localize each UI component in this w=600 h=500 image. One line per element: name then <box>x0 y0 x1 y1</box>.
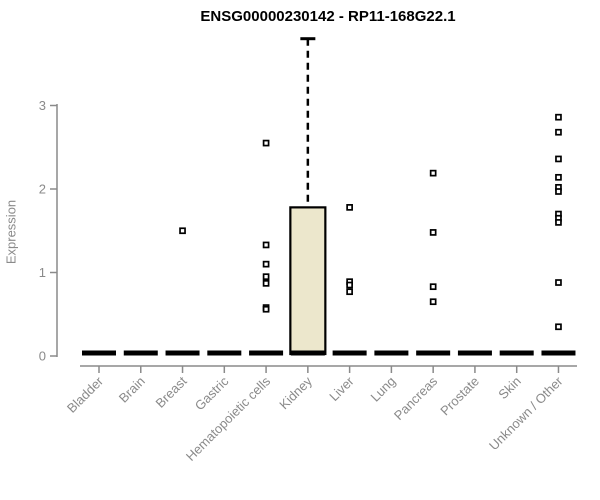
zero-bar <box>416 350 451 356</box>
chart-title: ENSG00000230142 - RP11-168G22.1 <box>200 8 456 25</box>
y-tick-label: 0 <box>39 349 46 364</box>
zero-bar <box>207 350 242 356</box>
zero-bar <box>165 350 200 356</box>
zero-bar <box>82 350 116 356</box>
outlier-point <box>555 173 562 181</box>
zero-bar <box>541 350 576 356</box>
x-category-label: Breast <box>152 373 189 410</box>
zero-bar <box>374 350 409 356</box>
outlier-point <box>429 229 437 236</box>
zero-bar <box>499 350 534 356</box>
x-category-label: Bladder <box>64 373 107 416</box>
x-category-label: Brain <box>116 374 148 406</box>
x-category-label: Pancreas <box>391 373 441 423</box>
outlier-point <box>262 305 270 313</box>
outlier-point <box>555 155 562 163</box>
y-tick-label: 3 <box>39 98 46 113</box>
x-category-label: Kidney <box>276 373 315 412</box>
box <box>289 206 327 356</box>
outlier-point <box>262 139 270 147</box>
x-category-label: Unknown / Other <box>486 373 566 453</box>
x-category-label: Prostate <box>437 374 482 419</box>
outlier-point <box>346 288 353 296</box>
outlier-point <box>555 128 562 136</box>
outlier-point <box>262 260 270 268</box>
x-category-label: Skin <box>495 374 523 402</box>
outlier-point <box>429 283 437 291</box>
y-axis-title: Expression <box>3 199 19 265</box>
outlier-point <box>429 169 437 177</box>
outlier-point <box>429 298 437 306</box>
y-tick-label: 1 <box>39 265 46 280</box>
outlier-point <box>262 273 270 281</box>
outlier-point <box>346 281 353 289</box>
outlier-point <box>555 279 562 286</box>
outlier-point <box>262 280 270 287</box>
outlier-point <box>262 241 270 249</box>
y-tick-label: 2 <box>39 182 46 197</box>
outlier-point <box>555 113 562 121</box>
zero-bar <box>332 350 367 356</box>
median-bar <box>290 350 325 356</box>
zero-bar <box>249 350 284 356</box>
outlier-point <box>179 227 186 235</box>
zero-bar <box>123 350 158 356</box>
zero-bar <box>457 350 492 356</box>
x-category-label: Gastric <box>192 373 232 413</box>
outlier-point <box>555 219 562 226</box>
outlier-point <box>346 204 353 211</box>
outlier-point <box>555 323 562 331</box>
outlier-point <box>555 188 562 195</box>
x-category-label: Liver <box>326 373 357 404</box>
x-category-label: Lung <box>367 374 398 405</box>
